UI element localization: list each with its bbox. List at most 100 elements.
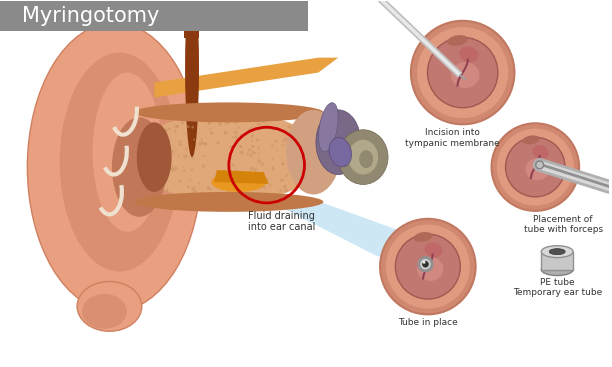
Circle shape (175, 149, 177, 151)
Circle shape (270, 185, 272, 186)
Circle shape (411, 21, 515, 124)
Circle shape (313, 145, 315, 148)
Circle shape (190, 168, 193, 171)
Circle shape (242, 187, 244, 189)
Circle shape (184, 133, 185, 135)
Circle shape (227, 170, 231, 174)
Circle shape (266, 179, 267, 182)
Circle shape (226, 120, 230, 124)
Circle shape (271, 166, 274, 168)
Circle shape (193, 188, 195, 190)
Circle shape (292, 131, 296, 135)
Circle shape (271, 158, 274, 160)
Circle shape (222, 182, 225, 185)
Circle shape (250, 148, 252, 150)
Circle shape (247, 153, 249, 155)
Ellipse shape (92, 73, 162, 232)
Ellipse shape (316, 110, 360, 175)
Circle shape (239, 150, 243, 154)
Circle shape (172, 170, 174, 172)
Circle shape (234, 136, 237, 139)
Circle shape (179, 140, 182, 143)
Text: Fluid draining
into ear canal: Fluid draining into ear canal (248, 211, 315, 232)
Circle shape (253, 168, 257, 171)
Text: PE tube
Temporary ear tube: PE tube Temporary ear tube (513, 277, 602, 297)
Circle shape (179, 143, 182, 146)
Circle shape (283, 140, 285, 142)
Circle shape (235, 169, 238, 172)
Text: Myringotomy: Myringotomy (22, 6, 159, 26)
Ellipse shape (359, 150, 373, 168)
Circle shape (257, 122, 261, 126)
Circle shape (225, 184, 228, 188)
Circle shape (266, 124, 267, 126)
Circle shape (161, 183, 163, 184)
Circle shape (288, 144, 292, 148)
Circle shape (253, 151, 256, 154)
Ellipse shape (77, 281, 142, 331)
Text: Tube in place: Tube in place (398, 318, 458, 327)
Circle shape (256, 138, 259, 142)
Circle shape (281, 159, 283, 161)
Circle shape (242, 152, 244, 154)
Circle shape (189, 179, 192, 182)
Circle shape (183, 166, 185, 168)
Circle shape (183, 170, 185, 172)
Circle shape (422, 261, 429, 268)
Circle shape (222, 170, 225, 173)
Circle shape (204, 143, 207, 145)
Ellipse shape (541, 246, 573, 258)
Circle shape (174, 167, 177, 171)
Ellipse shape (338, 130, 388, 185)
Ellipse shape (459, 46, 479, 62)
Circle shape (271, 145, 274, 148)
Circle shape (163, 183, 165, 185)
Circle shape (252, 151, 253, 153)
Circle shape (252, 135, 254, 137)
Circle shape (285, 185, 286, 187)
Ellipse shape (134, 192, 323, 212)
Circle shape (217, 141, 220, 145)
Circle shape (308, 157, 311, 159)
Circle shape (242, 182, 245, 185)
Circle shape (282, 143, 284, 146)
Circle shape (305, 165, 307, 167)
Ellipse shape (137, 122, 171, 192)
Circle shape (250, 167, 253, 170)
Ellipse shape (82, 294, 127, 329)
Circle shape (276, 150, 278, 152)
Circle shape (286, 174, 288, 176)
Ellipse shape (526, 158, 550, 180)
Ellipse shape (541, 264, 573, 276)
Ellipse shape (447, 35, 468, 46)
Circle shape (162, 148, 166, 151)
Circle shape (506, 137, 565, 197)
Circle shape (204, 142, 207, 146)
Ellipse shape (211, 172, 266, 192)
Circle shape (315, 162, 317, 164)
Ellipse shape (414, 232, 433, 242)
Circle shape (419, 258, 432, 271)
Bar (541, 252, 573, 270)
Circle shape (193, 138, 195, 141)
Text: Incision into
tympanic membrane: Incision into tympanic membrane (405, 128, 500, 148)
Circle shape (203, 155, 206, 157)
Circle shape (317, 144, 321, 148)
Circle shape (191, 188, 194, 190)
Circle shape (417, 27, 508, 118)
Circle shape (251, 134, 254, 137)
Ellipse shape (60, 52, 179, 272)
Bar (0, 1, 308, 31)
Circle shape (263, 121, 265, 123)
Circle shape (234, 120, 238, 124)
Circle shape (181, 121, 184, 124)
Circle shape (170, 167, 174, 171)
Circle shape (249, 154, 253, 157)
Circle shape (311, 169, 313, 172)
Circle shape (215, 183, 217, 185)
Circle shape (159, 183, 162, 186)
Circle shape (308, 140, 310, 143)
Circle shape (159, 179, 162, 182)
Circle shape (303, 169, 305, 171)
Circle shape (243, 178, 245, 181)
